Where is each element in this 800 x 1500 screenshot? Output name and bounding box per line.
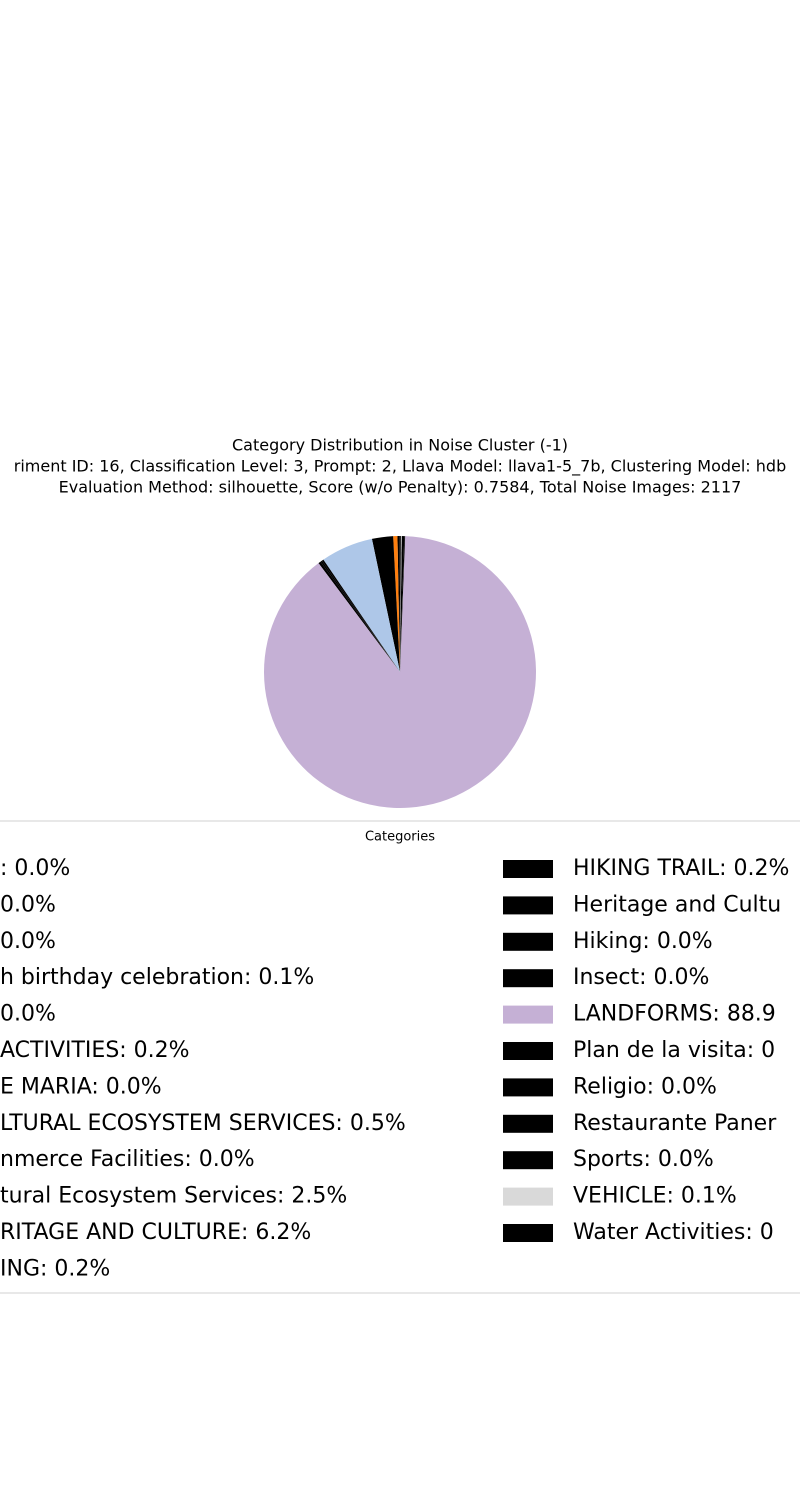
legend-swatch: [503, 1224, 553, 1242]
legend-label: Religio: 0.0%: [573, 1074, 717, 1099]
pie-slice: [263, 536, 536, 809]
legend-label: ING: 0.2%: [0, 1256, 110, 1281]
legend-label: : 0.0%: [0, 856, 70, 881]
pie-slice: [400, 536, 405, 672]
legend-label: Restaurante Paner: [573, 1111, 777, 1136]
legend-label: RITAGE AND CULTURE: 6.2%: [0, 1220, 311, 1245]
pie-slice: [320, 560, 400, 672]
pie-slice: [321, 559, 400, 672]
legend-swatch: [503, 1042, 553, 1060]
legend-swatch: [503, 1187, 553, 1206]
legend-label: 0.0%: [0, 892, 56, 917]
legend-swatch: [503, 1078, 553, 1097]
legend-label: LTURAL ECOSYSTEM SERVICES: 0.5%: [0, 1111, 406, 1136]
pie-slice: [318, 561, 400, 672]
pie-slice: [400, 536, 406, 672]
legend-swatch: [503, 860, 553, 878]
pie-slice: [400, 536, 402, 672]
legend-label: LANDFORMS: 88.9: [573, 1002, 776, 1027]
legend-label: HIKING TRAIL: 0.2%: [573, 856, 789, 881]
legend-label: E MARIA: 0.0%: [0, 1074, 162, 1099]
legend-label: 0.0%: [0, 1002, 56, 1027]
legend-label: Sports: 0.0%: [573, 1147, 714, 1172]
pie-slice: [399, 536, 400, 672]
chart-title: Category Distribution in Noise Cluster (…: [232, 436, 568, 455]
pie-slice: [371, 536, 400, 672]
legend-label: Insect: 0.0%: [573, 965, 709, 990]
legend-swatch: [503, 1005, 553, 1024]
pie-slice: [397, 536, 400, 672]
pie-slice: [400, 536, 401, 672]
legend-label: nmerce Facilities: 0.0%: [0, 1147, 255, 1172]
legend-label: tural Ecosystem Services: 2.5%: [0, 1184, 347, 1209]
legend-swatch: [503, 969, 553, 988]
legend-label: 0.0%: [0, 929, 56, 954]
legend-label: Plan de la visita: 0: [573, 1038, 775, 1063]
chart-subtitle: Evaluation Method: silhouette, Score (w/…: [59, 478, 742, 497]
pie-slice: [323, 538, 400, 672]
legend-label: Hiking: 0.0%: [573, 929, 713, 954]
pie-slice: [393, 536, 400, 672]
legend-label: VEHICLE: 0.1%: [573, 1184, 737, 1209]
legend-label: Water Activities: 0: [573, 1220, 774, 1245]
legend-swatch: [503, 1114, 553, 1133]
legend-title: Categories: [365, 830, 435, 845]
legend-swatch: [503, 932, 553, 951]
legend-label: Heritage and Cultu: [573, 892, 781, 917]
chart-subtitle: riment ID: 16, Classification Level: 3, …: [14, 457, 786, 477]
legend-swatch: [503, 896, 553, 915]
legend-label: ACTIVITIES: 0.2%: [0, 1038, 190, 1063]
legend-swatch: [503, 1151, 553, 1170]
legend-label: h birthday celebration: 0.1%: [0, 965, 314, 990]
